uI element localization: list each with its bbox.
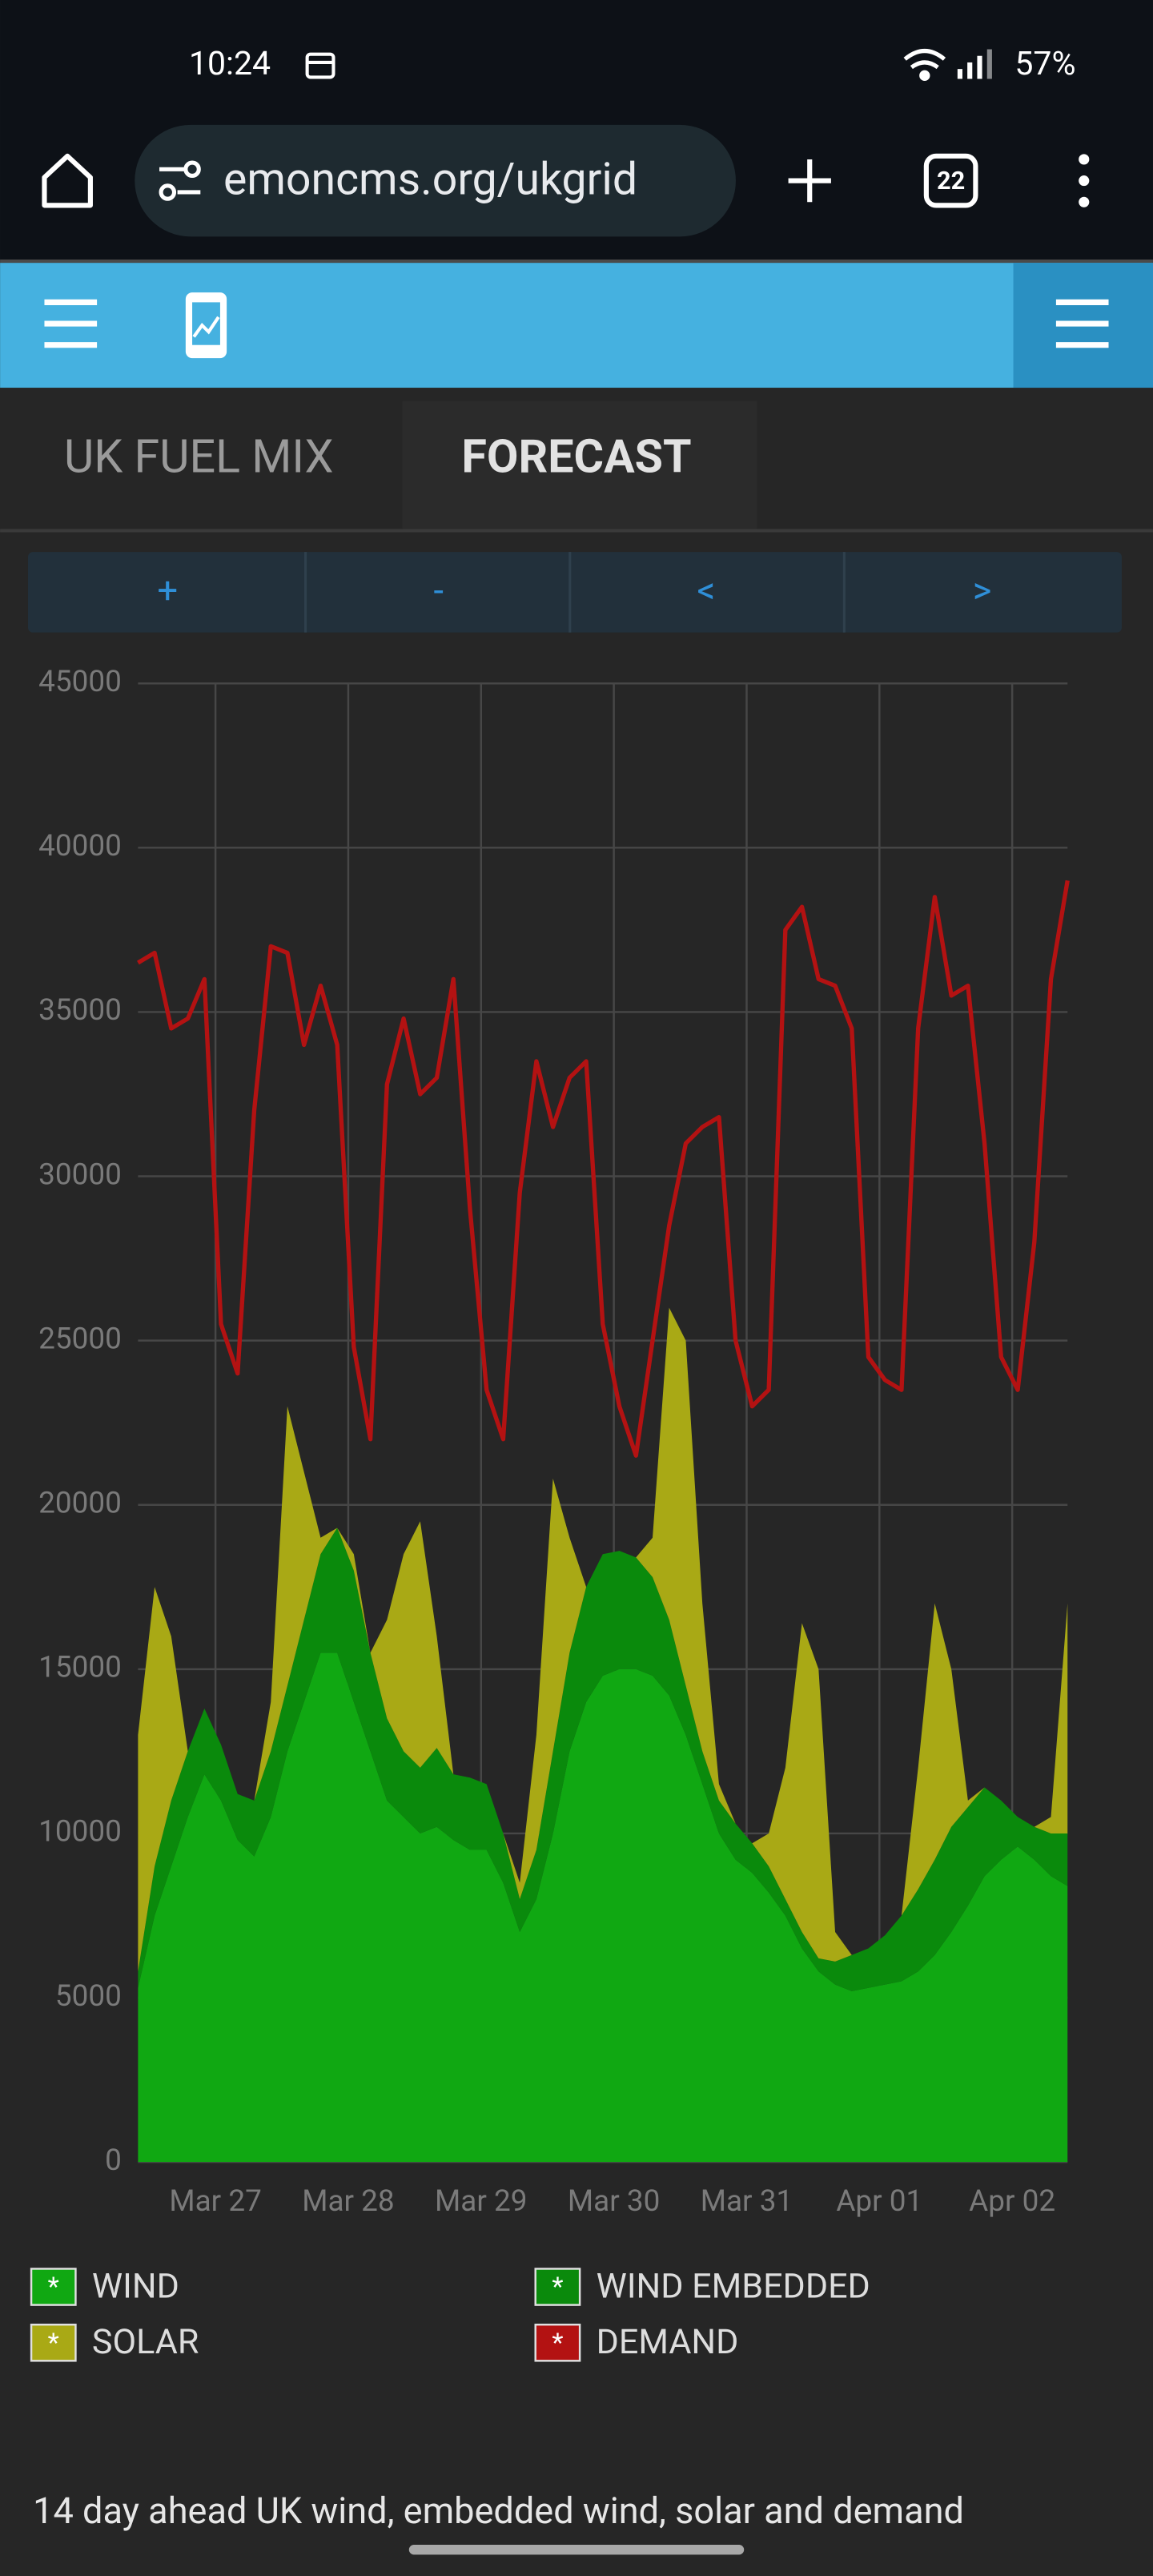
battery: 57%: [1014, 45, 1075, 83]
y-tick-label: 45000: [38, 665, 122, 699]
line: [137, 879, 1070, 1458]
x-tick-label: Apr 02: [969, 2184, 1055, 2219]
zoom-in-button[interactable]: +: [157, 570, 178, 612]
wifi-icon: [903, 49, 946, 82]
active-tab-bg: [402, 400, 757, 529]
pan-right-button[interactable]: >: [973, 570, 992, 612]
new-tab-button[interactable]: [788, 159, 831, 203]
button-bar: [27, 552, 1122, 633]
y-tick-label: 5000: [55, 1979, 122, 2014]
menu-button[interactable]: [1079, 154, 1090, 207]
legend-swatch: [30, 2268, 77, 2306]
app-menu[interactable]: [1055, 299, 1109, 348]
zoom-out-button[interactable]: -: [433, 570, 443, 612]
area: [138, 1527, 1068, 1991]
clock: 10:24: [189, 45, 271, 83]
y-tick-label: 40000: [38, 829, 122, 863]
chart: 0 5000 10000 15000 20000 25000 30000 35000 40000…: [38, 665, 1070, 2219]
tab-count: 22: [937, 166, 965, 195]
button-dividers: [304, 552, 846, 633]
calendar-icon: [305, 52, 335, 79]
legend-marker: *: [552, 2272, 563, 2303]
y-tick-label: 35000: [38, 993, 122, 1028]
legend-swatch: [534, 2268, 581, 2306]
home-indicator: [408, 2545, 745, 2555]
x-tick-label: Mar 30: [568, 2184, 660, 2219]
area: [138, 1652, 1068, 2163]
tab-active[interactable]: FORECAST: [461, 430, 691, 484]
legend-label: SOLAR: [92, 2321, 199, 2362]
legend-swatch: [534, 2323, 581, 2362]
legend-marker: *: [48, 2328, 59, 2358]
url-bar[interactable]: [135, 124, 736, 237]
legend: * WIND * WIND EMBEDDED * SOLAR * DEMAND: [30, 2265, 870, 2362]
caption: 14 day ahead UK wind, embedded wind, sol…: [33, 2490, 964, 2533]
x-tick-label: Mar 31: [701, 2184, 793, 2219]
home-button[interactable]: [42, 153, 93, 208]
y-tick-label: 20000: [38, 1486, 122, 1520]
y-tick-label: 25000: [38, 1322, 122, 1356]
legend-marker: *: [552, 2328, 563, 2358]
y-tick-label: 30000: [38, 1157, 122, 1192]
tab[interactable]: UK FUEL MIX: [64, 430, 333, 484]
x-tick-label: Mar 28: [302, 2184, 394, 2219]
url[interactable]: emoncms.org/ukgrid: [223, 153, 637, 205]
signal-icon: [957, 49, 992, 79]
legend-label: DEMAND: [597, 2321, 739, 2362]
x-tick-label: Mar 29: [435, 2184, 527, 2219]
sidebar-toggle[interactable]: [44, 299, 98, 348]
y-tick-label: 0: [105, 2143, 122, 2178]
legend-marker: *: [48, 2272, 59, 2303]
app-logo[interactable]: [185, 292, 227, 359]
x-tick-label: Apr 01: [836, 2184, 922, 2219]
y-tick-label: 10000: [38, 1815, 122, 1849]
tab-switcher[interactable]: [923, 153, 978, 208]
x-tick-label: Mar 27: [169, 2184, 261, 2219]
site-settings-icon: [159, 160, 201, 201]
legend-label: WIND EMBEDDED: [597, 2265, 870, 2306]
legend-swatch: [30, 2323, 77, 2362]
app-header: [0, 263, 1153, 388]
pan-left-button[interactable]: <: [697, 570, 716, 612]
legend-label: WIND: [92, 2265, 179, 2306]
y-tick-label: 15000: [38, 1651, 122, 1685]
